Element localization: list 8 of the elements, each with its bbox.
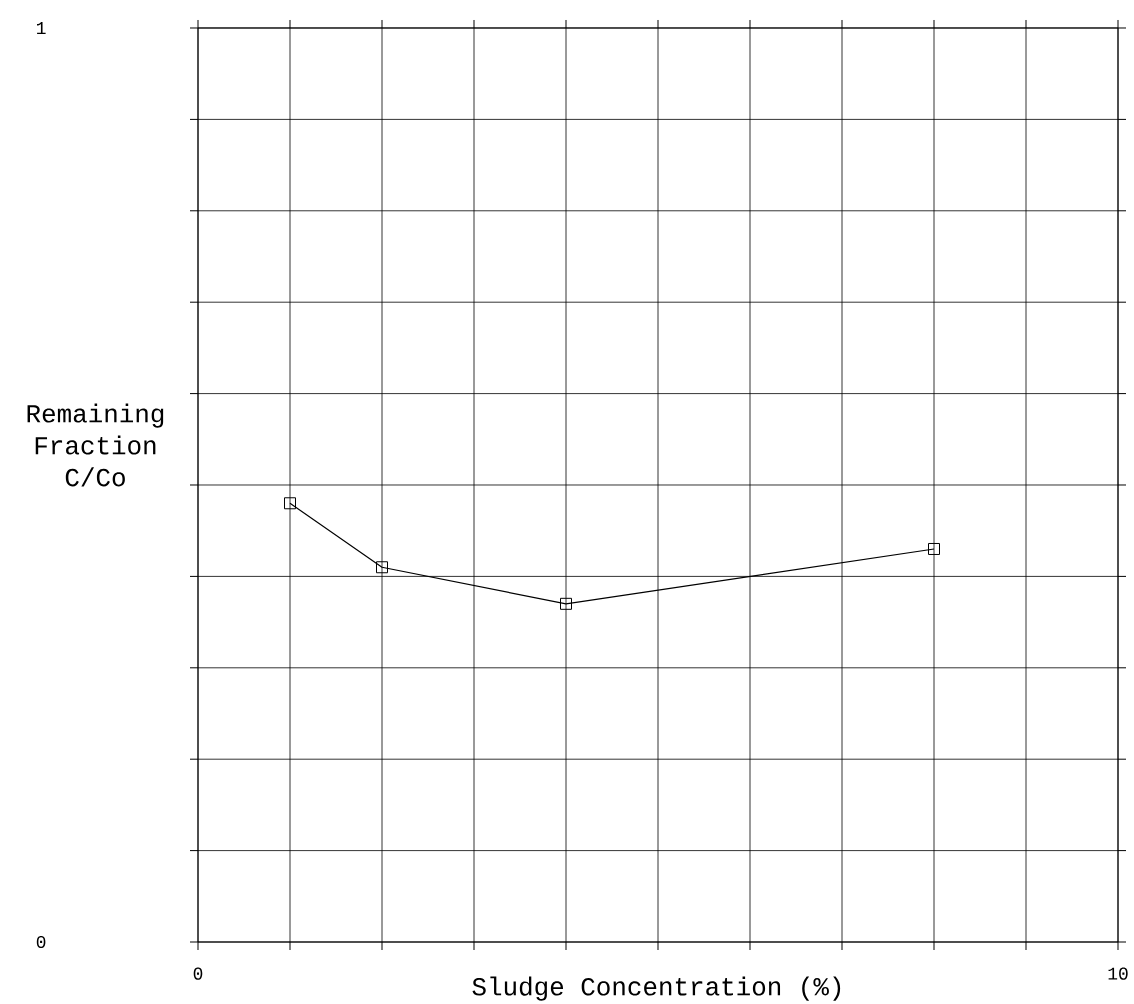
x-axis-title: Sludge Concentration (%) (472, 976, 841, 1001)
point (284, 497, 296, 510)
point (376, 561, 388, 574)
point (560, 597, 572, 610)
y-axis-title: Remaining Fraction C/Co (27, 403, 164, 487)
x-tick-label: 10 (1108, 967, 1128, 980)
point (928, 542, 941, 555)
y-tick-label: 1 (37, 22, 46, 34)
